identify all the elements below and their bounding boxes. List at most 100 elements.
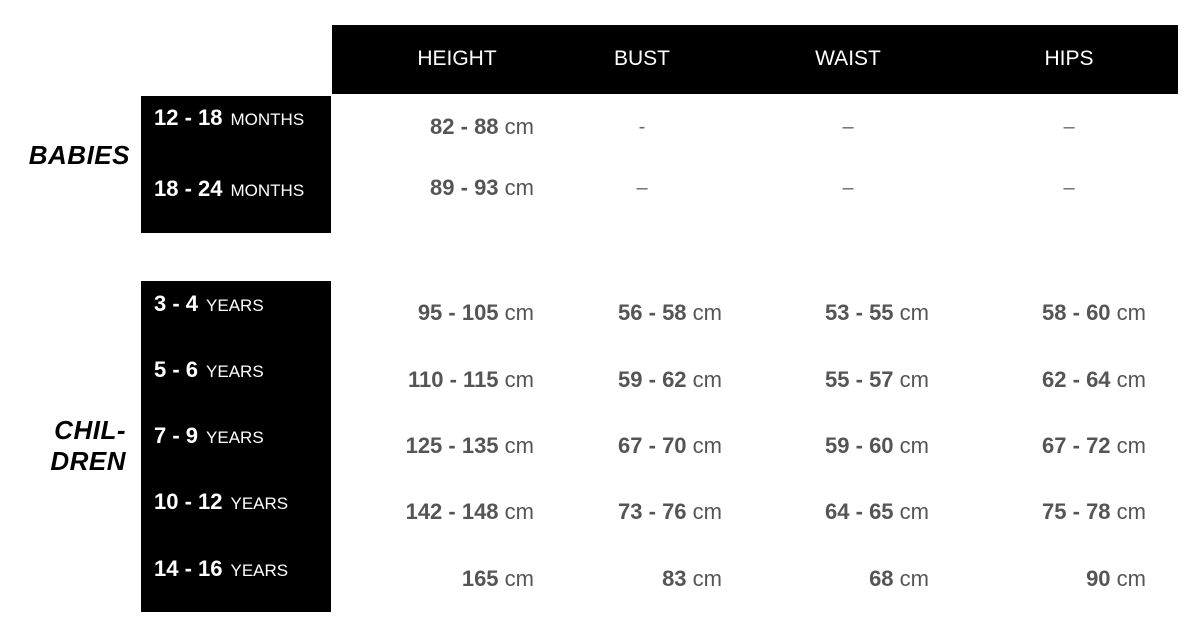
table-cell: – [842,116,854,138]
value-range: 90 [1086,566,1111,591]
table-cell: - [638,116,646,138]
table-cell: 95 - 105 cm [418,300,534,326]
row-unit: YEARS [230,494,289,513]
row-label: 10 - 12 YEARS [154,489,288,515]
value-range: 64 - 65 [825,499,894,524]
column-header-bar: HEIGHT BUST WAIST HIPS [332,25,1178,94]
row-unit: YEARS [206,296,264,315]
row-label: 7 - 9 YEARS [154,423,264,449]
table-cell: 58 - 60 cm [1042,300,1146,326]
table-cell: – [636,177,648,199]
table-cell: – [1063,177,1075,199]
row-unit: YEARS [230,561,289,580]
table-cell: 59 - 62 cm [618,367,722,393]
value-unit: cm [1116,499,1146,524]
section-label-1: CHIL- DREN [0,415,126,477]
table-cell: 142 - 148 cm [406,499,534,525]
value-unit: cm [692,499,722,524]
table-cell: 67 - 72 cm [1042,433,1146,459]
table-cell: 56 - 58 cm [618,300,722,326]
row-labels-box: 12 - 18 MONTHS 18 - 24 MONTHS [141,96,331,233]
row-labels-box: 3 - 4 YEARS 5 - 6 YEARS 7 - 9 YEARS 10 - 12 YEA… [141,281,331,612]
table-cell: 90 cm [1086,566,1146,592]
table-cell: – [1063,116,1075,138]
section-label-line: DREN [50,446,126,476]
value-unit: cm [504,499,534,524]
table-cell: 67 - 70 cm [618,433,722,459]
table-cell: 110 - 115 cm [408,367,534,393]
table-cell: 89 - 93 cm [430,175,534,201]
row-range: 14 - 16 [154,556,223,581]
value-range: 82 - 88 [430,114,499,139]
column-header-hips: HIPS [1044,47,1094,70]
value-unit: cm [899,367,929,392]
value-unit: cm [504,114,534,139]
value-unit: cm [692,367,722,392]
value-unit: cm [899,300,929,325]
row-range: 5 - 6 [154,357,199,382]
value-unit: cm [504,367,534,392]
value-unit: cm [899,499,929,524]
row-label: 18 - 24 MONTHS [154,176,304,202]
row-range: 10 - 12 [154,489,223,514]
table-cell: 73 - 76 cm [618,499,722,525]
row-label: 3 - 4 YEARS [154,291,264,317]
table-cell: 53 - 55 cm [825,300,929,326]
row-unit: MONTHS [230,110,305,129]
value-range: 110 - 115 [408,367,499,392]
row-unit: YEARS [206,428,264,447]
value-range: 67 - 72 [1042,433,1111,458]
value-unit: cm [692,566,722,591]
value-unit: cm [504,433,534,458]
table-cell: 125 - 135 cm [406,433,534,459]
row-range: 3 - 4 [154,291,199,316]
table-cell: 55 - 57 cm [825,367,929,393]
value-range: 75 - 78 [1042,499,1111,524]
value-unit: cm [692,300,722,325]
table-cell: 62 - 64 cm [1042,367,1146,393]
value-range: 165 [461,566,499,591]
value-unit: cm [504,300,534,325]
table-cell: 59 - 60 cm [825,433,929,459]
section-label-0: BABIES [0,140,130,171]
table-cell: 64 - 65 cm [825,499,929,525]
value-range: 125 - 135 [405,433,499,458]
column-header-waist: WAIST [815,47,881,70]
row-range: 12 - 18 [154,105,223,130]
value-unit: cm [899,566,929,591]
row-label: 14 - 16 YEARS [154,556,288,582]
value-unit: cm [692,433,722,458]
row-label: 5 - 6 YEARS [154,357,264,383]
table-cell: – [842,177,854,199]
column-header-height: HEIGHT [417,47,497,70]
value-unit: cm [899,433,929,458]
value-unit: cm [1116,566,1146,591]
value-range: 55 - 57 [825,367,894,392]
section-label-line: CHIL- [54,415,126,445]
value-range: 95 - 105 [417,300,499,325]
section-label-line: BABIES [28,140,130,170]
value-unit: cm [1116,433,1146,458]
row-label: 12 - 18 MONTHS [154,105,304,131]
table-cell: 83 cm [662,566,722,592]
column-header-bust: BUST [613,47,671,70]
value-range: 62 - 64 [1042,367,1111,392]
table-cell: 165 cm [462,566,534,592]
value-range: 68 [869,566,894,591]
value-range: 53 - 55 [825,300,894,325]
value-range: 67 - 70 [618,433,687,458]
value-range: 73 - 76 [618,499,687,524]
table-cell: 82 - 88 cm [430,114,534,140]
value-range: 56 - 58 [618,300,687,325]
value-unit: cm [504,566,534,591]
row-range: 7 - 9 [154,423,199,448]
value-range: 59 - 60 [825,433,894,458]
value-unit: cm [1116,367,1146,392]
row-range: 18 - 24 [154,176,223,201]
row-unit: MONTHS [230,181,305,200]
value-range: 58 - 60 [1042,300,1111,325]
value-range: 83 [662,566,687,591]
value-unit: cm [504,175,534,200]
table-cell: 75 - 78 cm [1042,499,1146,525]
value-range: 59 - 62 [618,367,687,392]
